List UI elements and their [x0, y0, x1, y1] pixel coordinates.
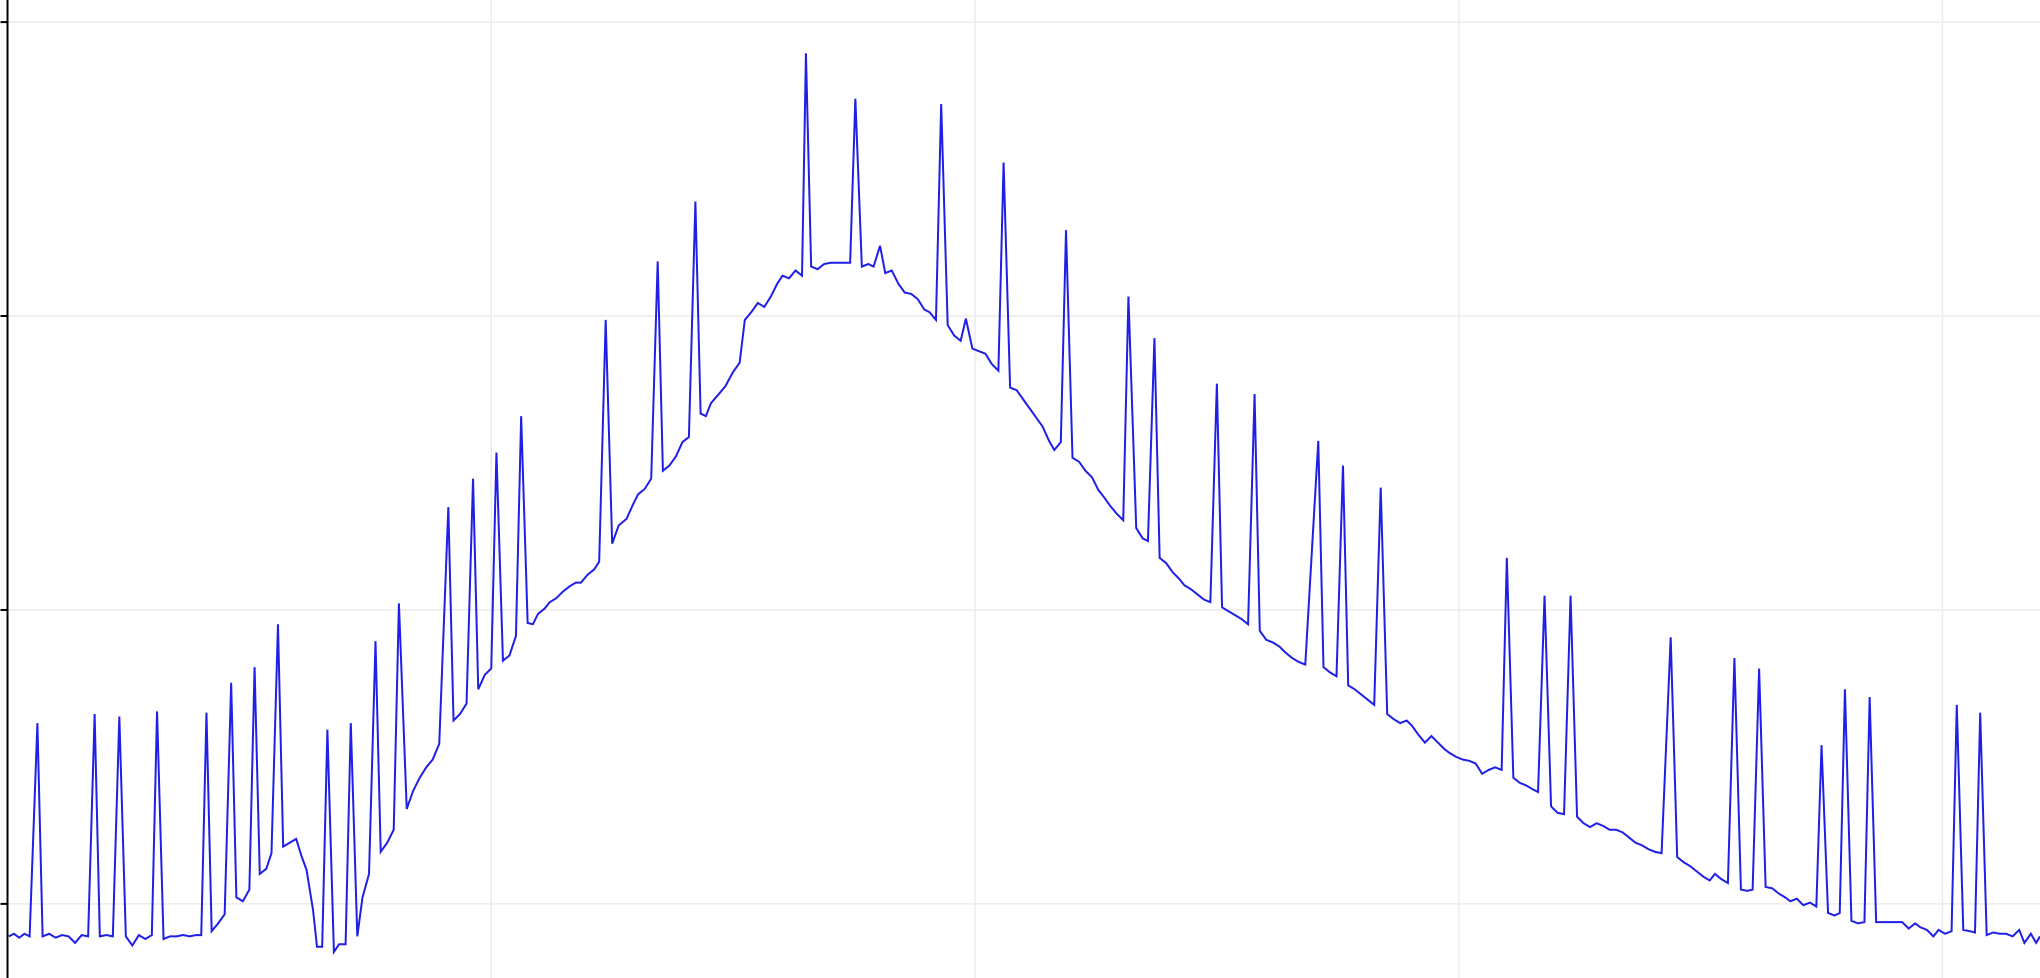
data-line [8, 53, 2040, 956]
